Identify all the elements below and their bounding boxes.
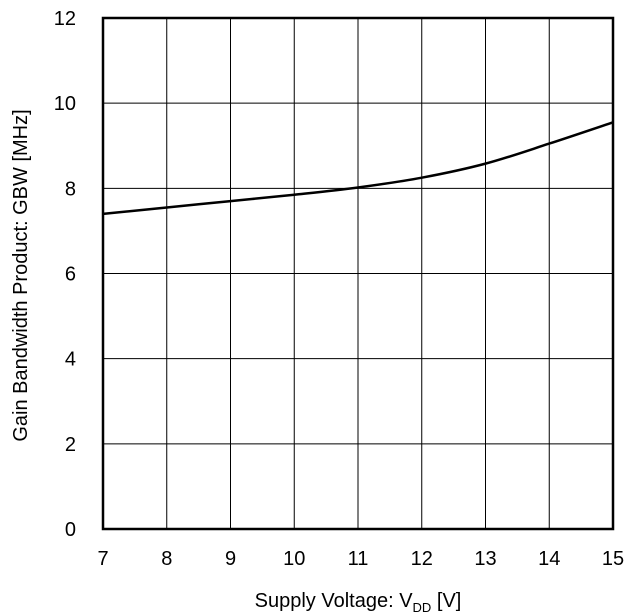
x-tick-label-2: 9 xyxy=(225,548,236,570)
y-tick-label-5: 10 xyxy=(54,93,76,115)
x-axis-ticks: 7 8 9 10 11 12 13 14 15 xyxy=(97,548,624,570)
y-axis-title: Gain Bandwidth Product: GBW [MHz] xyxy=(10,109,32,441)
x-tick-label-1: 8 xyxy=(161,548,172,570)
y-tick-label-4: 8 xyxy=(65,178,76,200)
y-tick-label-0: 0 xyxy=(65,519,76,541)
x-tick-label-3: 10 xyxy=(283,548,305,570)
x-axis-title-main: Supply Voltage: V xyxy=(255,590,414,612)
x-axis-title-unit: [V] xyxy=(431,590,461,612)
y-tick-label-2: 4 xyxy=(65,349,76,371)
y-axis-ticks: 0 2 4 6 8 10 12 xyxy=(54,8,76,541)
x-tick-label-0: 7 xyxy=(97,548,108,570)
x-tick-label-4: 11 xyxy=(348,548,369,570)
x-tick-label-5: 12 xyxy=(411,548,433,570)
y-tick-label-3: 6 xyxy=(65,264,76,286)
plot-area-frame xyxy=(101,16,615,531)
x-tick-label-8: 15 xyxy=(602,548,624,570)
x-axis-title-subscript: DD xyxy=(413,600,432,615)
data-series xyxy=(102,121,614,216)
grid xyxy=(103,18,613,529)
x-axis-title: Supply Voltage: VDD [V] xyxy=(255,590,462,615)
y-tick-label-1: 2 xyxy=(65,434,76,456)
y-tick-label-6: 12 xyxy=(54,8,76,30)
x-tick-label-7: 14 xyxy=(538,548,560,570)
x-tick-label-6: 13 xyxy=(474,548,496,570)
gbw-curve-line-0 xyxy=(102,121,614,216)
